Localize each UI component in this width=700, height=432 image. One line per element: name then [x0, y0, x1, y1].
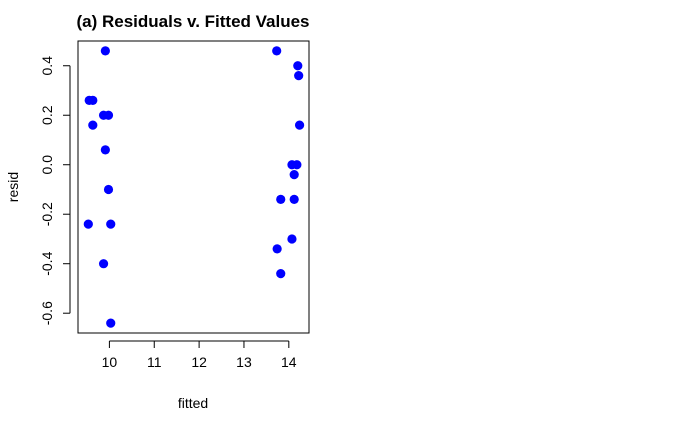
data-point — [276, 194, 286, 204]
data-point — [294, 120, 305, 130]
data-point — [103, 110, 114, 120]
y-tick-label: 0.0 — [39, 155, 55, 175]
y-tick-label: 0.2 — [39, 105, 55, 125]
y-axis: -0.6 -0.4 -0.2 0.0 0.2 0.4 — [39, 56, 71, 325]
y-tick-label: -0.4 — [39, 251, 55, 275]
x-axis-title: fitted — [178, 395, 208, 411]
data-point — [88, 95, 98, 105]
y-tick-label: -0.2 — [39, 202, 55, 226]
x-tick-label: 12 — [191, 354, 207, 370]
data-point — [289, 170, 299, 180]
plot-frame — [77, 40, 310, 334]
chart-title: (a) Residuals v. Fitted Values — [76, 12, 309, 31]
x-tick-label: 14 — [281, 354, 297, 370]
data-points — [83, 46, 305, 328]
x-tick-label: 11 — [147, 354, 162, 370]
data-point — [88, 120, 98, 130]
data-point — [83, 219, 93, 229]
data-point — [289, 194, 299, 204]
data-point — [276, 269, 286, 279]
y-tick-label: -0.6 — [39, 301, 55, 325]
y-axis-title: resid — [5, 172, 21, 202]
data-point — [98, 259, 109, 269]
data-point — [100, 145, 110, 155]
data-point — [106, 318, 116, 328]
data-point — [272, 46, 282, 56]
data-point — [292, 160, 302, 170]
data-point — [287, 234, 297, 244]
data-point — [294, 71, 304, 81]
data-point — [106, 219, 116, 229]
data-point — [272, 244, 282, 254]
data-point — [293, 61, 303, 71]
x-tick-label: 13 — [236, 354, 252, 370]
x-tick-label: 10 — [102, 354, 118, 370]
data-point — [100, 46, 110, 56]
x-axis: 10 11 12 13 14 — [102, 340, 297, 370]
y-tick-label: 0.4 — [39, 56, 55, 76]
data-point — [103, 184, 114, 195]
